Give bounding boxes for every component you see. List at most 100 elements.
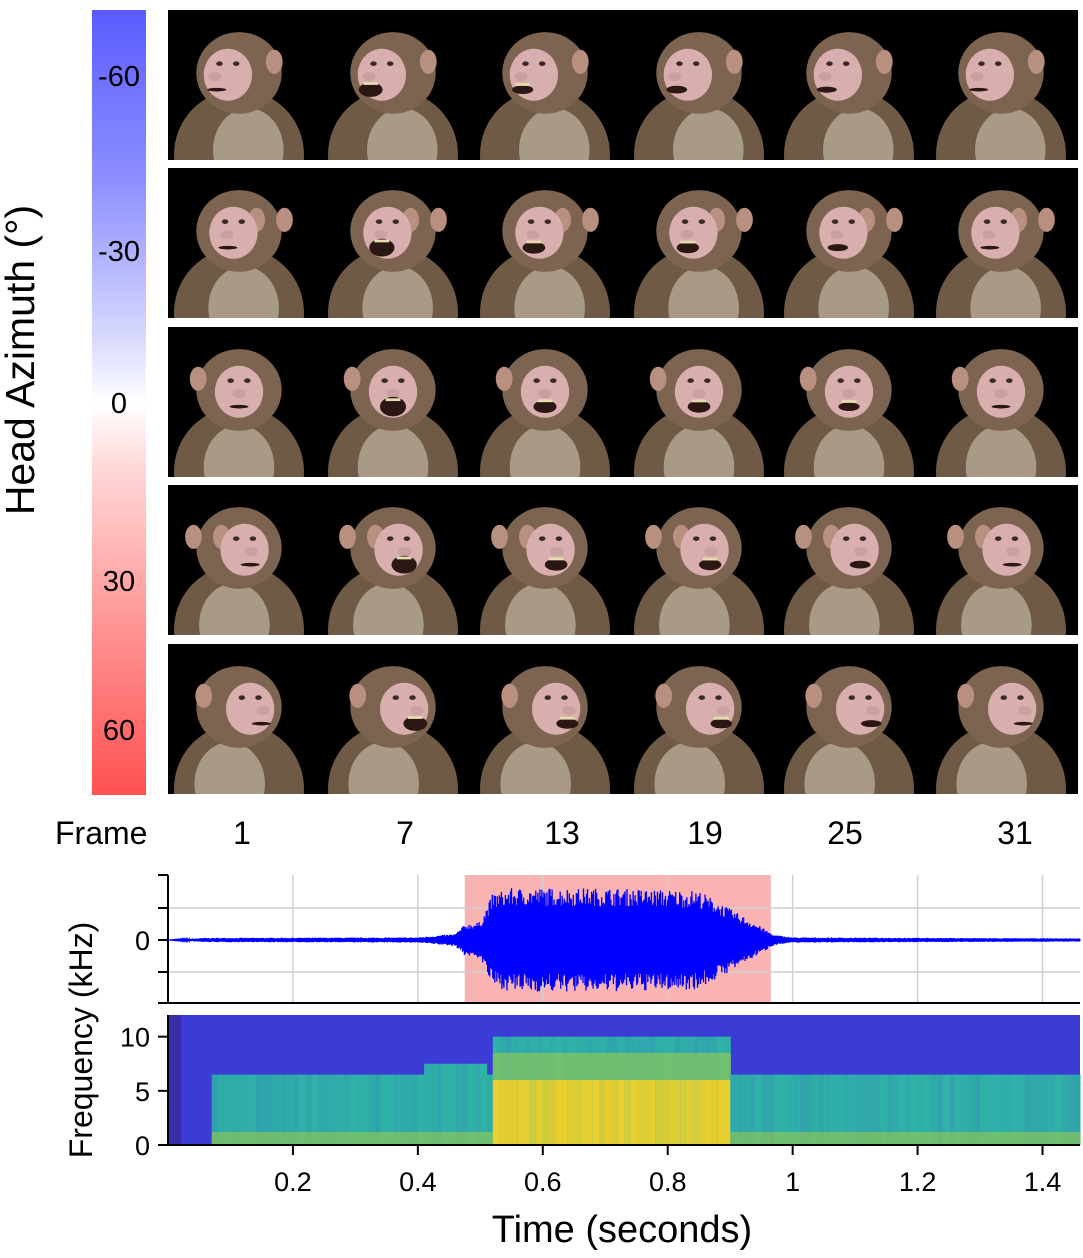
time-tick-label: 1.2 xyxy=(899,1167,937,1197)
spectrogram-cell xyxy=(317,1074,325,1145)
monkey-face-image xyxy=(784,666,914,794)
spectrogram-cell xyxy=(574,1080,581,1145)
spectrogram-cell xyxy=(317,1132,325,1145)
colorbar-tick: -60 xyxy=(98,61,140,93)
frame-label: 25 xyxy=(827,815,863,851)
monkey-face-image xyxy=(784,349,914,477)
spectrogram-cell xyxy=(861,1132,869,1145)
spectrogram-cell xyxy=(992,1132,1000,1145)
spectrogram-cell xyxy=(680,1080,688,1145)
image-row-azimuth-minus-60 xyxy=(168,10,1078,160)
spectrogram-cell xyxy=(617,1080,625,1145)
monkey-face-image xyxy=(480,349,610,477)
spectrogram-cell xyxy=(380,1132,388,1145)
spectrogram-cell xyxy=(605,1080,613,1145)
monkey-face-image xyxy=(936,666,1066,794)
spectrogram-cell xyxy=(467,1132,475,1145)
spectrogram-cell xyxy=(873,1132,881,1145)
spectrogram-cell xyxy=(1061,1132,1069,1145)
spectrogram-cell xyxy=(661,1080,669,1145)
spectrogram-cell xyxy=(174,1015,182,1145)
monkey-face-image xyxy=(634,349,764,477)
spectrogram-cell xyxy=(798,1074,806,1145)
monkey-face-image xyxy=(634,190,764,318)
spectrogram-cell xyxy=(911,1132,919,1145)
spectrogram-cell xyxy=(455,1063,463,1145)
spectrogram-cell xyxy=(392,1132,400,1145)
monkey-face-image xyxy=(480,666,610,794)
spectrogram-cell xyxy=(830,1132,837,1145)
spectrogram-cell xyxy=(842,1074,850,1145)
time-tick-label: 0.6 xyxy=(524,1167,562,1197)
spectrogram-cell xyxy=(267,1074,275,1145)
spectrogram-cell xyxy=(905,1074,912,1145)
spectrogram-cell xyxy=(867,1132,875,1145)
spectrogram-cell xyxy=(474,1063,481,1145)
spectrogram-cell xyxy=(417,1074,425,1145)
spectrogram-cell xyxy=(430,1132,438,1145)
spectrogram-cell xyxy=(630,1080,638,1145)
spectrogram-cell xyxy=(355,1074,363,1145)
frame-label: 13 xyxy=(544,815,580,851)
spectrogram-cell xyxy=(917,1132,925,1145)
spectrogram-cell xyxy=(1067,1132,1075,1145)
spectrogram-cell xyxy=(442,1132,450,1145)
spectrogram-cell xyxy=(980,1074,987,1145)
spectrogram-cell xyxy=(211,1074,219,1145)
spectrogram-cell xyxy=(592,1080,600,1145)
frame-label: 1 xyxy=(233,815,251,851)
monkey-face-image xyxy=(634,507,764,635)
spectrogram-cell xyxy=(711,1080,719,1145)
spectrogram-cell xyxy=(555,1080,563,1145)
spectrogram-cell xyxy=(168,1015,175,1145)
spectrogram-cell xyxy=(261,1074,269,1145)
time-tick-label: 1.4 xyxy=(1024,1167,1062,1197)
time-tick-label: 0.2 xyxy=(274,1167,312,1197)
monkey-face-image xyxy=(328,349,458,477)
time-tick-label: 0.8 xyxy=(649,1167,687,1197)
spectrogram-cell xyxy=(286,1132,294,1145)
spectrogram-cell xyxy=(461,1132,469,1145)
spectrogram-cell xyxy=(967,1074,975,1145)
spectrogram-cell xyxy=(499,1080,506,1145)
spectrogram-cell xyxy=(1055,1074,1062,1145)
spectrogram-cell xyxy=(380,1074,388,1145)
spectrogram-cell xyxy=(449,1063,456,1145)
spectrogram-cell xyxy=(742,1074,750,1145)
spectrogram-cell xyxy=(561,1080,569,1145)
spectrogram-panel: 0 5 10 0.2 0.4 0.6 0.8 1 1.2 1.4 xyxy=(120,1015,1081,1197)
colorbar-tick: 30 xyxy=(102,566,136,598)
spectrogram-cell xyxy=(836,1132,844,1145)
spectrogram-cell xyxy=(586,1080,594,1145)
spectrogram-cell xyxy=(967,1132,975,1145)
spectrogram-cell xyxy=(474,1132,481,1145)
spectrogram-cell xyxy=(242,1132,250,1145)
spectrogram-cell xyxy=(224,1132,232,1145)
spectrogram-cell xyxy=(299,1074,307,1145)
spectrogram-cell xyxy=(742,1132,750,1145)
spectrogram-cell xyxy=(249,1074,257,1145)
spectrogram-cell xyxy=(549,1080,556,1145)
monkey-face-image xyxy=(174,666,304,794)
spectrogram-cell xyxy=(636,1080,644,1145)
spectrogram-cell xyxy=(536,1080,544,1145)
spectrogram-cell xyxy=(411,1074,419,1145)
spectrogram-cell xyxy=(567,1080,575,1145)
spectrogram-cell xyxy=(455,1132,463,1145)
spectrogram-cell xyxy=(786,1074,794,1145)
spectrogram-cell xyxy=(848,1132,856,1145)
spectrogram-cell xyxy=(723,1080,731,1145)
spectrogram-cell xyxy=(792,1132,800,1145)
monkey-face-image xyxy=(936,349,1066,477)
spectrogram-cell xyxy=(736,1132,744,1145)
spectrogram-cell xyxy=(405,1132,413,1145)
spectrogram-cell xyxy=(461,1063,469,1145)
spectrogram-cell xyxy=(274,1074,282,1145)
spectrogram-cell xyxy=(305,1132,313,1145)
waveform-y-tick-label: 0 xyxy=(135,926,150,956)
monkey-face-image xyxy=(634,666,764,794)
monkey-face-image xyxy=(634,32,764,160)
waveform-line xyxy=(168,888,1081,992)
spectrogram-cell xyxy=(692,1080,700,1145)
